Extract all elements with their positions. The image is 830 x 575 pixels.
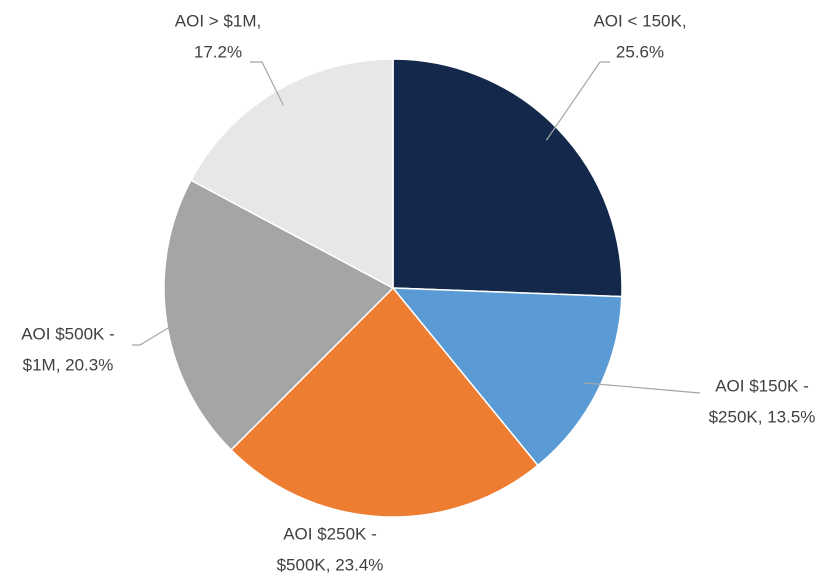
data-label: AOI $150K -	[715, 376, 809, 395]
data-label: $250K, 13.5%	[709, 407, 816, 426]
leader-line	[250, 61, 284, 106]
data-label: AOI $250K -	[283, 524, 377, 543]
data-label: AOI < 150K,	[593, 11, 686, 30]
pie-slice	[392, 58, 623, 298]
data-label: AOI > $1M,	[175, 11, 261, 30]
data-label: $500K, 23.4%	[277, 555, 384, 574]
leader-line	[545, 61, 610, 141]
pie-slice	[163, 179, 395, 451]
pie-slice	[189, 58, 394, 290]
data-label: 17.2%	[194, 42, 242, 61]
leader-line	[583, 382, 701, 394]
pie-slice	[230, 286, 539, 518]
leader-line	[132, 318, 183, 346]
data-label: 25.6%	[616, 42, 664, 61]
pie-slice	[391, 287, 623, 467]
data-label: AOI $500K -	[21, 324, 115, 343]
data-label: $1M, 20.3%	[23, 355, 114, 374]
